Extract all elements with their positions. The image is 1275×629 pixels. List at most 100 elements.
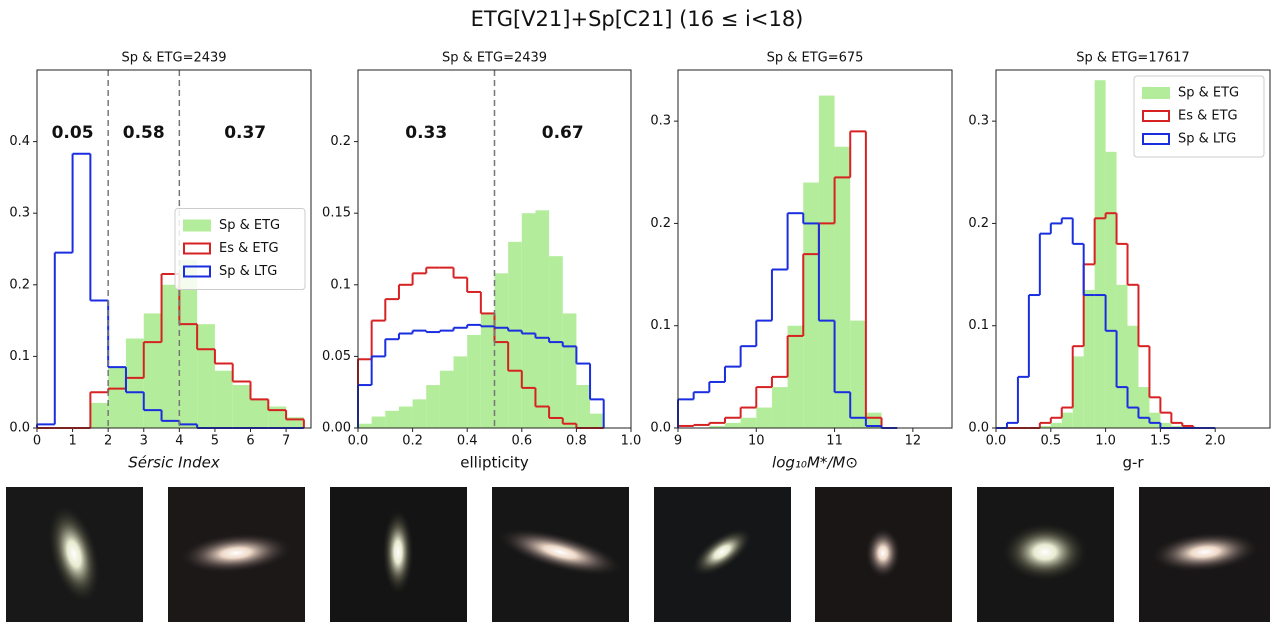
- y-tick-label: 0.1: [330, 277, 351, 292]
- x-axis-label: log₁₀M*/M⊙: [772, 454, 858, 472]
- galaxy: [1149, 531, 1261, 573]
- galaxy: [865, 527, 901, 579]
- histogram-bar: [439, 370, 454, 428]
- histogram-bar: [125, 338, 144, 428]
- x-tick-label: 0.0: [986, 434, 1007, 449]
- histogram-bar: [179, 259, 198, 428]
- x-tick-label: 1.0: [621, 434, 642, 449]
- x-tick-label: 1: [68, 434, 76, 449]
- histogram-bar: [803, 182, 819, 428]
- y-tick-label: 0.3: [968, 114, 989, 129]
- x-axis-label: g-r: [1122, 454, 1144, 472]
- x-tick-label: 0.5: [1040, 434, 1061, 449]
- histogram-bar: [756, 407, 772, 428]
- histogram-bar: [453, 356, 468, 428]
- histogram-bar: [398, 406, 413, 428]
- x-tick-label: 0.2: [402, 434, 423, 449]
- panel-title: Sp & ETG=2439: [442, 51, 547, 66]
- axes-frame: [677, 69, 953, 429]
- y-tick-label: 0.3: [9, 206, 30, 221]
- histogram-bar: [268, 406, 287, 428]
- y-tick-label: 0.00: [322, 421, 351, 436]
- histogram-bar: [90, 402, 109, 428]
- histogram-bar: [1072, 356, 1084, 428]
- histogram-bar: [250, 399, 269, 428]
- legend-label: Es & ETG: [219, 241, 279, 256]
- x-tick-label: 1.0: [1095, 434, 1116, 449]
- y-tick-label: 0.2: [9, 277, 30, 292]
- y-tick-label: 0.0: [650, 421, 671, 436]
- panel-title: Sp & ETG=675: [767, 51, 864, 66]
- x-tick-label: 4: [175, 434, 183, 449]
- histogram-bar: [740, 417, 757, 428]
- panel: Sp & ETG=17617 g-r 0.0 0.5 1.0 1.5 2.0 0.0 0.1 0.…: [968, 51, 1271, 472]
- y-tick-label: 0.0: [968, 421, 989, 436]
- histogram-bar: [197, 324, 215, 428]
- galaxy: [382, 508, 414, 596]
- histogram-bar: [1127, 325, 1139, 428]
- histogram-bar: [508, 241, 522, 428]
- legend-label: Es & ETG: [1178, 109, 1238, 124]
- histogram-bar: [1050, 422, 1062, 428]
- histogram-bar: [1138, 387, 1150, 428]
- axes-frame: [995, 69, 1271, 429]
- histogram-bar: [834, 146, 851, 428]
- histogram-bar: [385, 410, 399, 428]
- histogram-bar: [108, 367, 126, 428]
- histogram-bar: [214, 370, 233, 428]
- histogram-bar: [1171, 425, 1183, 428]
- histogram-bar: [161, 284, 180, 428]
- histogram-bar: [818, 95, 835, 429]
- fraction-label: 0.67: [542, 123, 584, 143]
- histogram-bar: [412, 399, 427, 428]
- fraction-label: 0.37: [224, 123, 266, 143]
- x-tick-label: 6: [246, 434, 254, 449]
- x-tick-label: 7: [282, 434, 290, 449]
- panel: Sp & ETG=675 log₁₀M*/M⊙ 9 10 11 12 0.0 0.1 0.2 0.…: [650, 51, 953, 472]
- histogram-bar: [426, 385, 440, 428]
- x-tick-label: 0.4: [457, 434, 478, 449]
- y-tick-label: 0.4: [9, 134, 30, 149]
- x-tick-label: 0.8: [566, 434, 587, 449]
- histogram-bar: [709, 425, 725, 428]
- histogram-bar: [724, 422, 741, 428]
- x-tick-label: 2: [104, 434, 112, 449]
- histogram-bar: [850, 320, 866, 428]
- y-tick-label: 0.2: [968, 216, 989, 231]
- panel-title: Sp & ETG=17617: [1076, 51, 1189, 66]
- fraction-label: 0.33: [405, 123, 447, 143]
- x-tick-label: 3: [140, 434, 148, 449]
- y-tick-label: 0.1: [650, 318, 671, 333]
- histogram-bar: [358, 423, 372, 428]
- x-tick-label: 0.6: [511, 434, 532, 449]
- galaxy: [691, 527, 753, 577]
- legend-swatch: [1142, 87, 1170, 99]
- galaxy: [178, 532, 294, 574]
- x-tick-label: 0.0: [348, 434, 369, 449]
- galaxy: [1001, 522, 1089, 582]
- histogram-bar: [1083, 289, 1095, 428]
- axes-frame: [357, 69, 632, 429]
- y-tick-label: 0.2: [330, 134, 351, 149]
- histogram-bar: [232, 385, 251, 428]
- fraction-label: 0.58: [123, 123, 165, 143]
- y-tick-label: 0.15: [322, 206, 351, 221]
- x-axis-label: ellipticity: [460, 454, 529, 472]
- x-tick-label: 9: [674, 434, 682, 449]
- legend-label: Sp & ETG: [219, 218, 280, 233]
- galaxy: [496, 527, 624, 577]
- histogram-bar: [371, 416, 386, 428]
- histogram-bar: [1149, 412, 1161, 428]
- panel: Sp & ETG=2439 Sérsic Index 0 1 2 3 4 5 6 7 0.0 0.1 0…: [9, 51, 312, 472]
- legend-swatch: [1142, 110, 1170, 122]
- x-tick-label: 2.0: [1205, 434, 1226, 449]
- y-tick-label: 0.2: [650, 216, 671, 231]
- histogram-bar: [1116, 284, 1128, 428]
- histogram-bar: [787, 325, 804, 428]
- axes-frame: [36, 69, 312, 429]
- histogram-bar: [1094, 80, 1106, 428]
- histogram-bar: [562, 313, 577, 428]
- histogram-bar: [771, 387, 788, 428]
- x-tick-label: 1.5: [1150, 434, 1171, 449]
